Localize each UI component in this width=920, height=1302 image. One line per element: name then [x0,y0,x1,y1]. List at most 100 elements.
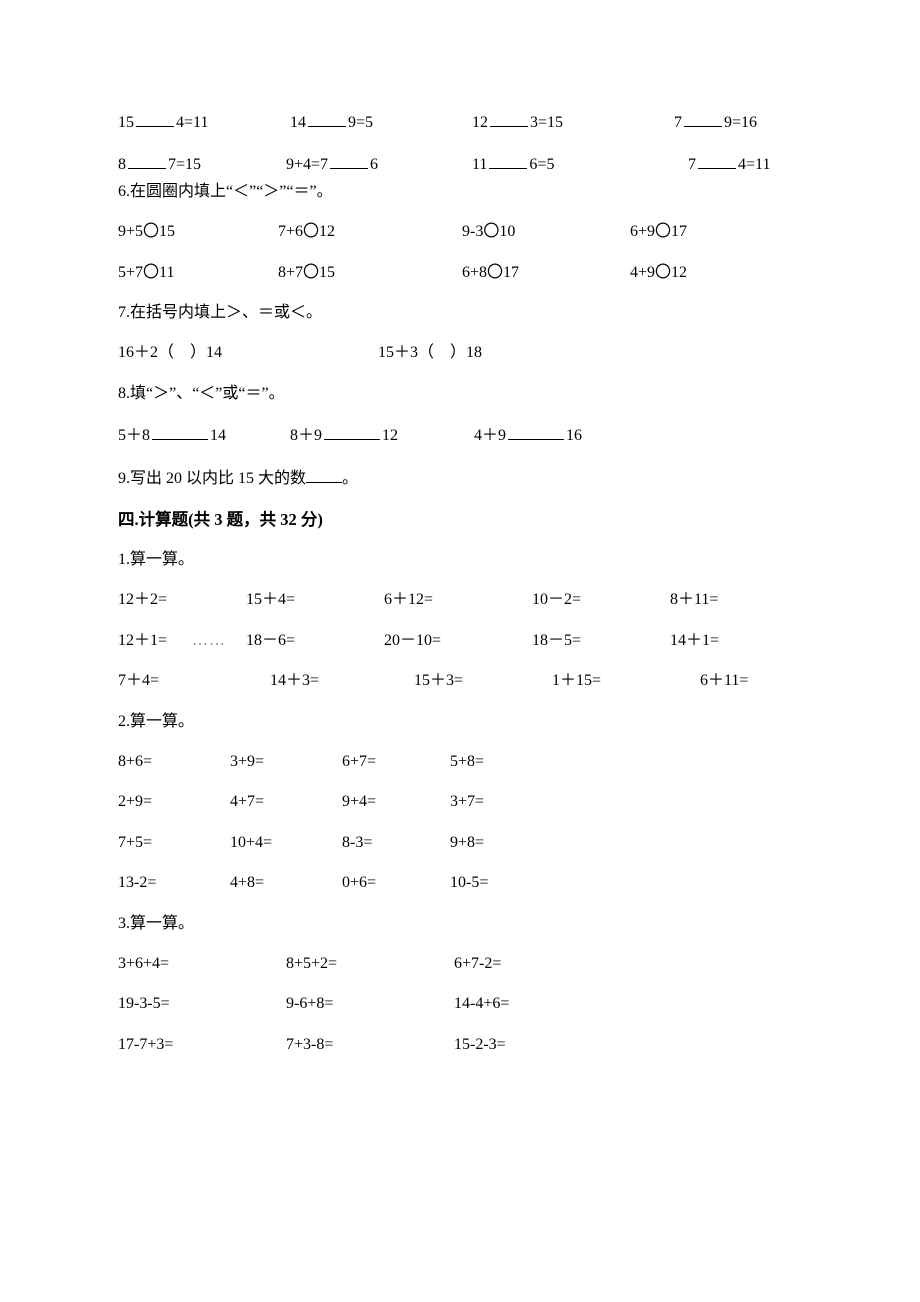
lhs: 4+9 [630,264,655,281]
q6-r2-c1: 5+7〇11 [118,262,278,284]
lhs: 8＋9 [290,427,322,444]
rhs: 16 [566,427,582,444]
expr: 2+9= [118,791,230,813]
rhs: 17 [503,264,519,281]
q5-r1-c4: 79=16 [674,110,757,134]
val: 4 [176,114,184,131]
rhs: 12 [671,264,687,281]
lhs: 9-3 [462,223,483,240]
expr: 6+7= [342,751,450,773]
expr: 8＋11= [670,589,718,611]
circle-icon[interactable]: 〇 [483,221,499,243]
q6-row2: 5+7〇11 8+7〇15 6+8〇17 4+9〇12 [118,262,810,284]
fill-blank[interactable] [684,110,722,127]
expr: 6+7-2= [454,953,501,975]
circle-icon[interactable]: 〇 [655,221,671,243]
q9-line: 9.写出 20 以内比 15 大的数。 [118,466,810,490]
q6-row1: 9+5〇15 7+6〇12 9-3〇10 6+9〇17 [118,221,810,243]
q5-row2: 87=15 9+4=76 116=5 74=11 [118,152,810,176]
fill-blank[interactable] [136,110,174,127]
lhs: 8+7 [278,264,303,281]
fill-blank[interactable] [128,152,166,169]
expr: 15＋3= [414,670,552,692]
q5-r1-c3: 123=15 [472,110,674,134]
s4-q3-r1: 19-3-5= 9-6+8= 14-4+6= [118,993,810,1015]
q7-row: 16＋2（ ）14 15＋3（ ）18 [118,342,810,364]
rhs: 18 [466,344,482,361]
fill-blank[interactable] [698,152,736,169]
fill-blank[interactable] [508,423,564,440]
expr: 14-4+6= [454,993,509,1015]
expr: 15＋4= [246,589,384,611]
q6-r2-c3: 6+8〇17 [462,262,630,284]
lhs: 5+7 [118,264,143,281]
val: 6 [370,156,378,173]
expr: 3+6+4= [118,953,286,975]
q8-c2: 8＋912 [290,423,474,447]
fill-blank[interactable] [306,466,342,483]
expr: 10-5= [450,872,488,894]
val: 7 [688,156,696,173]
val: 3 [530,114,538,131]
circle-icon[interactable]: 〇 [143,262,159,284]
val: 11 [472,156,487,173]
circle-icon[interactable]: 〇 [487,262,503,284]
expr: 13-2= [118,872,230,894]
rhs: 14 [210,427,226,444]
lhs: 6+9 [630,223,655,240]
val: 14 [290,114,306,131]
val: 11 [755,156,770,173]
expr: 9+8= [450,832,484,854]
rhs: 15 [319,264,335,281]
q5-r2-c4: 74=11 [688,152,770,176]
s4-q2-title: 2.算一算。 [118,711,810,733]
fill-blank[interactable] [490,110,528,127]
rhs: 10 [499,223,515,240]
lhs: 4＋9 [474,427,506,444]
circle-icon[interactable]: 〇 [303,221,319,243]
circle-icon[interactable]: 〇 [303,262,319,284]
fill-blank[interactable] [330,152,368,169]
s4-q1-r3: 7＋4= 14＋3= 15＋3= 1＋15= 6＋11= [118,670,810,692]
expr: 1＋15= [552,670,700,692]
expr: 15-2-3= [454,1034,506,1056]
q6-r2-c4: 4+9〇12 [630,262,687,284]
circle-icon[interactable]: 〇 [655,262,671,284]
expr: 14＋3= [270,670,414,692]
rhs: 12 [319,223,335,240]
expr: 17-7+3= [118,1034,286,1056]
val: 12 [472,114,488,131]
expr: 12＋1= [118,630,192,652]
circle-icon[interactable]: 〇 [143,221,159,243]
expr: 9+4= [342,791,450,813]
expr: 12＋2= [118,589,246,611]
s4-q2-r3: 13-2= 4+8= 0+6= 10-5= [118,872,810,894]
val: 7 [168,156,176,173]
val: 5 [365,114,373,131]
rhs: 11 [159,264,174,281]
q5-row1: 154=11 149=5 123=15 79=16 [118,110,810,134]
fill-blank[interactable] [152,423,208,440]
expr: 4+7= [230,791,342,813]
fill-blank[interactable] [308,110,346,127]
expr: 18－6= [246,630,384,652]
section4-title: 四.计算题(共 3 题，共 32 分) [118,508,810,531]
lhs: 5＋8 [118,427,150,444]
fill-blank[interactable] [489,152,527,169]
fill-blank[interactable] [324,423,380,440]
q5-r2-c2: 9+4=76 [286,152,472,176]
expr: 18－5= [532,630,670,652]
q6-r2-c2: 8+7〇15 [278,262,462,284]
expr: 19-3-5= [118,993,286,1015]
q8-c1: 5＋8 14 [118,423,290,447]
q5-r1-c1: 154=11 [118,110,290,134]
expr: 6＋12= [384,589,532,611]
q7-c1: 16＋2（ ）14 [118,342,378,364]
s4-q3-r2: 17-7+3= 7+3-8= 15-2-3= [118,1034,810,1056]
lhs: 15＋3 [378,344,418,361]
val: 15 [547,114,563,131]
q9-text-post: 。 [342,470,358,487]
lhs: 7+6 [278,223,303,240]
s4-q2-r2: 7+5= 10+4= 8-3= 9+8= [118,832,810,854]
expr: 10－2= [532,589,670,611]
